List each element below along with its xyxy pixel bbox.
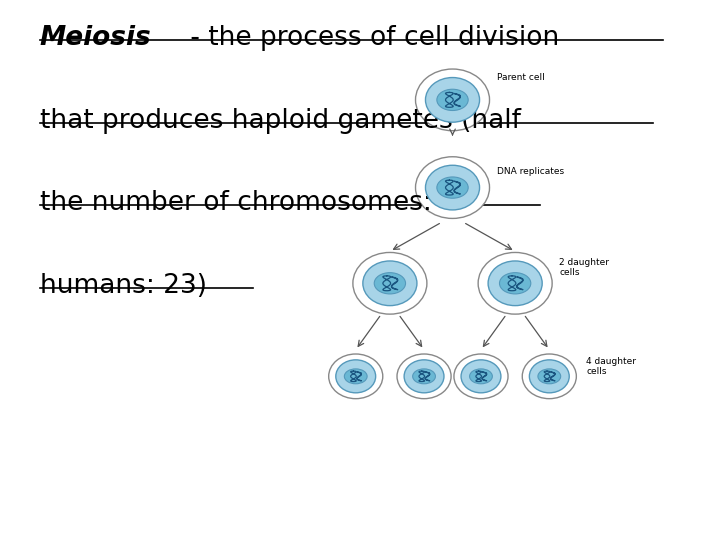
Text: 4 daughter
cells: 4 daughter cells (586, 357, 636, 376)
Ellipse shape (413, 369, 436, 384)
Text: humans: 23): humans: 23) (40, 273, 207, 299)
Text: that produces haploid gametes (half: that produces haploid gametes (half (40, 108, 521, 134)
Ellipse shape (415, 69, 490, 131)
Ellipse shape (538, 369, 561, 384)
Ellipse shape (478, 253, 552, 314)
Ellipse shape (488, 261, 542, 306)
Text: Parent cell: Parent cell (497, 73, 544, 82)
Ellipse shape (426, 165, 480, 210)
Ellipse shape (329, 354, 383, 399)
Ellipse shape (529, 360, 570, 393)
Text: DNA replicates: DNA replicates (497, 167, 564, 176)
Ellipse shape (374, 273, 405, 294)
Ellipse shape (454, 354, 508, 399)
Ellipse shape (522, 354, 576, 399)
Ellipse shape (469, 369, 492, 384)
Text: the number of chromosomes:: the number of chromosomes: (40, 190, 431, 216)
Ellipse shape (344, 369, 367, 384)
Text: - the process of cell division: - the process of cell division (182, 25, 559, 51)
Ellipse shape (415, 157, 490, 218)
Ellipse shape (353, 253, 427, 314)
Ellipse shape (404, 360, 444, 393)
Ellipse shape (363, 261, 417, 306)
Ellipse shape (437, 177, 468, 198)
Text: Meiosis: Meiosis (40, 25, 151, 51)
Ellipse shape (397, 354, 451, 399)
Ellipse shape (426, 78, 480, 122)
Ellipse shape (500, 273, 531, 294)
Ellipse shape (437, 89, 468, 111)
Text: 2 daughter
cells: 2 daughter cells (559, 258, 609, 277)
Ellipse shape (461, 360, 501, 393)
Ellipse shape (336, 360, 376, 393)
